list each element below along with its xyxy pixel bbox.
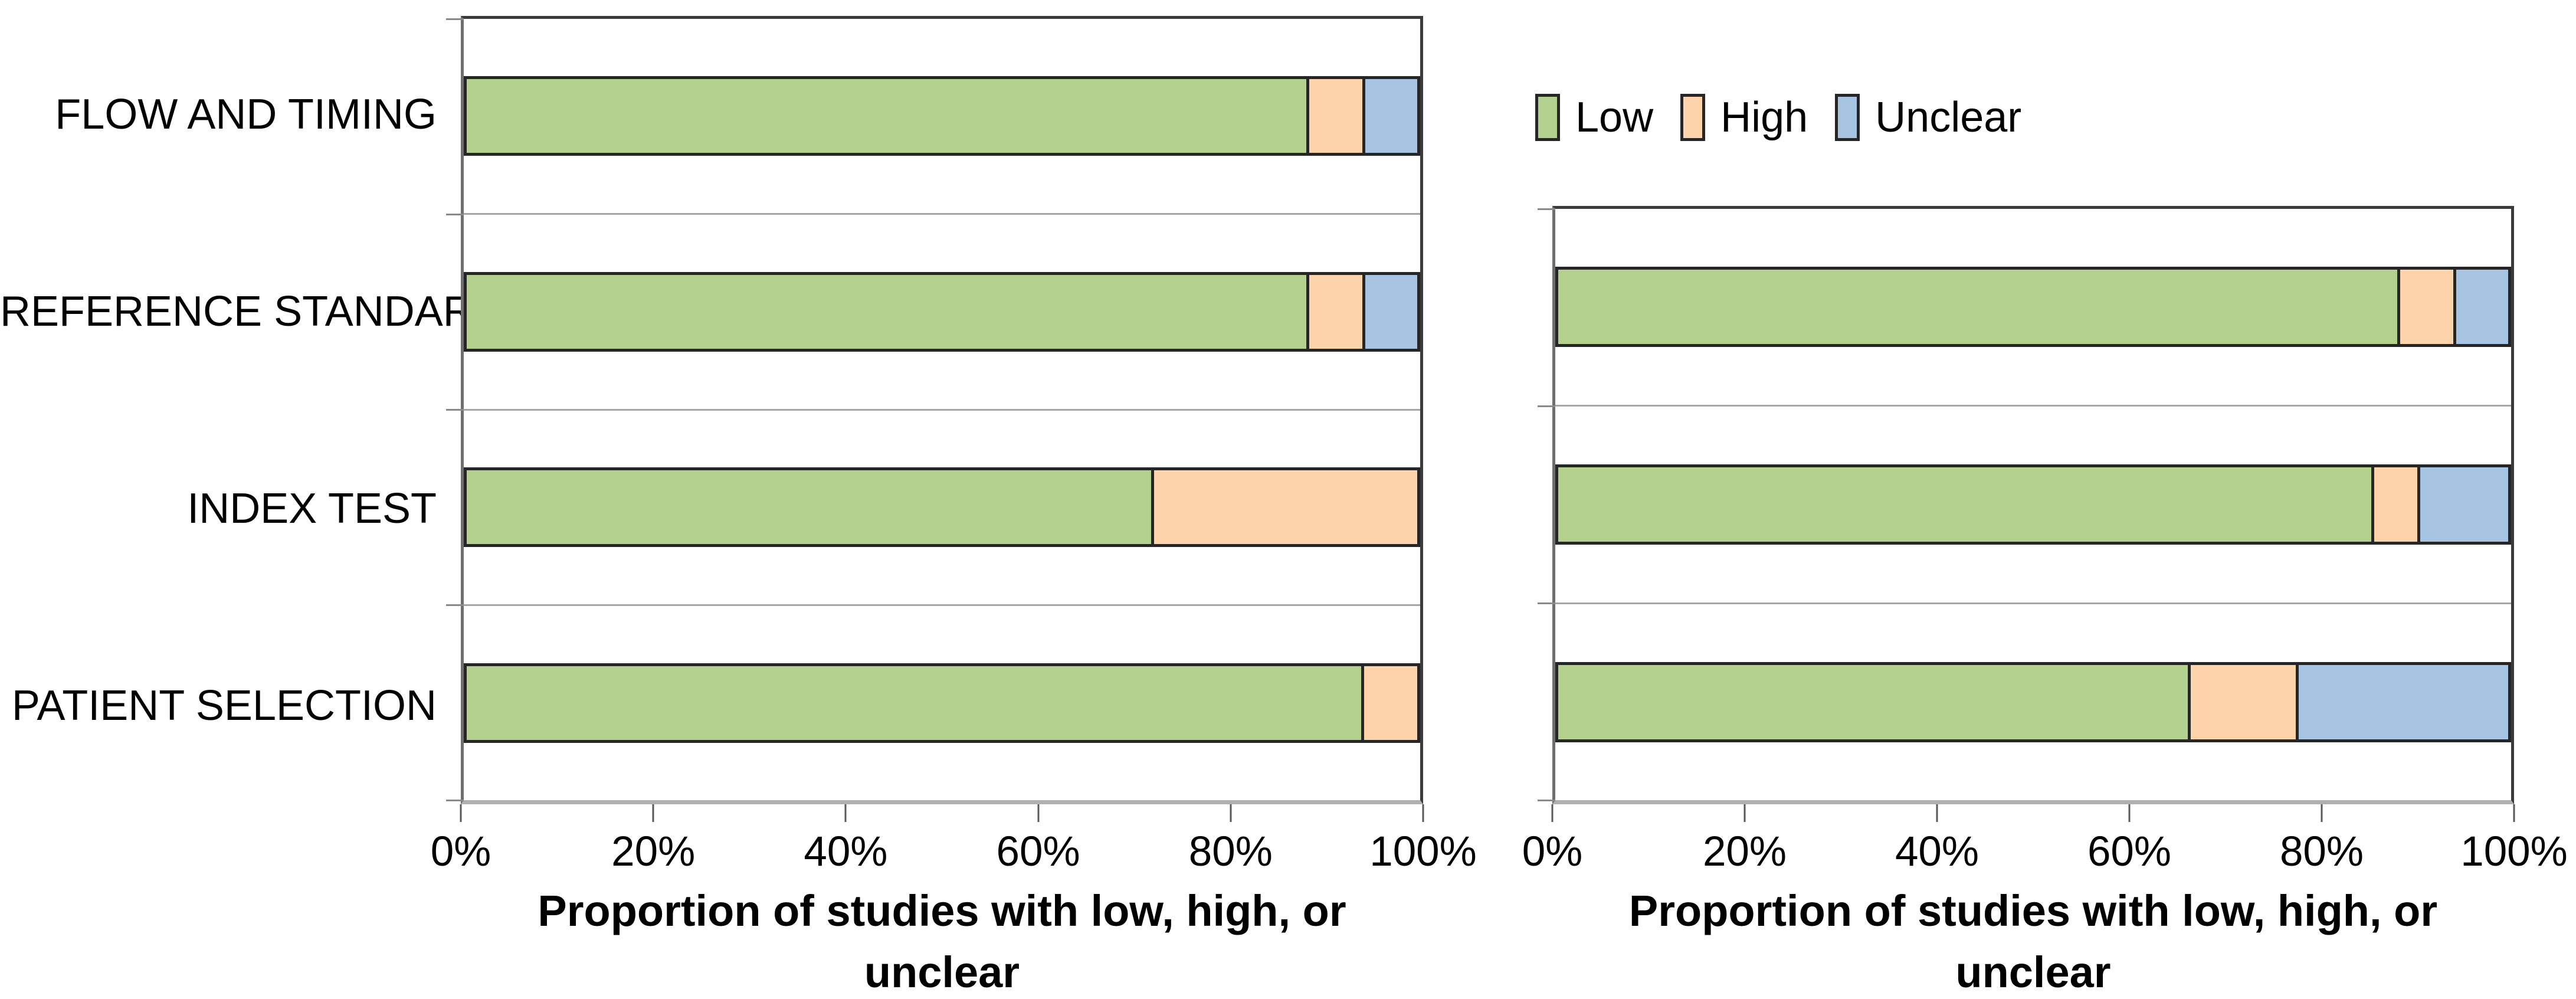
x-axis-tick — [1743, 804, 1746, 822]
axis-title-line1: Proportion of studies with low, high, or… — [1628, 886, 2438, 997]
x-tick-label: 80% — [1188, 828, 1273, 875]
stacked-bar-flow-and-timing — [464, 76, 1421, 156]
category-label-flow-and-timing: FLOW AND TIMING — [55, 91, 437, 138]
x-axis-tick — [1037, 804, 1040, 822]
bar-row — [1555, 602, 2511, 800]
category-axis-tick — [446, 604, 464, 606]
category-axis-tick — [1538, 208, 1555, 210]
axis-title-line1: Proportion of studies with low, high, or… — [538, 886, 1346, 997]
category-label-reference-standard: REFERENCE STANDARD — [0, 288, 504, 335]
bar-segment-unclear — [2295, 661, 2511, 743]
x-axis-tick — [2128, 804, 2131, 822]
x-tick-label: 20% — [1702, 828, 1787, 875]
bar-segment-unclear — [1362, 76, 1421, 156]
x-axis-risk-of-bias: 0% 20% 40% 60% 80% 100% — [431, 804, 1477, 875]
x-tick-label: 80% — [2279, 828, 2364, 875]
stacked-bar-reference-standard — [1555, 266, 2511, 348]
bar-segment-unclear — [2417, 464, 2511, 545]
legend-swatch-high — [1680, 94, 1706, 141]
x-axis-tick — [1936, 804, 1938, 822]
legend-item-unclear: Unclear — [1835, 93, 2021, 142]
x-tick-label: 40% — [1895, 828, 1979, 875]
bar-row — [464, 408, 1420, 605]
x-axis-applicability: 0% 20% 40% 60% 80% 100% — [1522, 804, 2568, 875]
x-axis-tick — [460, 804, 462, 822]
category-axis-tick — [446, 800, 464, 801]
bar-segment-low — [1555, 266, 2401, 348]
legend: Low High Unclear — [1535, 93, 2021, 142]
legend-item-low: Low — [1535, 93, 1653, 142]
category-axis-tick — [446, 18, 464, 20]
stacked-bar-index-test — [464, 467, 1420, 548]
legend-swatch-low — [1535, 94, 1560, 141]
bar-segment-low — [1555, 464, 2374, 545]
x-axis-tick — [1230, 804, 1232, 822]
bar-segment-high — [2188, 661, 2299, 743]
x-tick-label: 40% — [804, 828, 888, 875]
bar-segment-high — [1151, 467, 1420, 548]
bar-segment-low — [464, 663, 1365, 743]
category-axis-tick — [1538, 800, 1555, 801]
legend-label: High — [1720, 94, 1808, 141]
x-tick-label: 20% — [611, 828, 696, 875]
stacked-bar-reference-standard — [464, 271, 1421, 352]
bar-segment-high — [2397, 266, 2456, 348]
bar-segment-high — [2371, 464, 2421, 545]
category-axis-tick — [446, 214, 464, 215]
category-axis-tick — [1538, 602, 1555, 604]
legend-item-high: High — [1680, 93, 1808, 142]
x-tick-label: 100% — [2460, 828, 2568, 875]
x-axis-tick — [2513, 804, 2515, 822]
bar-segment-unclear — [2453, 266, 2511, 348]
bar-row — [464, 19, 1421, 213]
stacked-bar-index-test — [1555, 464, 2511, 545]
bar-segment-high — [1306, 76, 1365, 156]
category-axis-tick — [1538, 405, 1555, 407]
x-axis-tick — [1551, 804, 1554, 822]
legend-label: Unclear — [1875, 94, 2022, 141]
x-axis-tick — [1422, 804, 1424, 822]
bar-segment-low — [464, 76, 1310, 156]
plot-area-applicability — [1538, 206, 2514, 804]
stacked-bar-patient-selection — [1555, 661, 2511, 743]
bar-segment-high — [1361, 663, 1420, 743]
axis-title-risk-of-bias: Proportion of studies with low, high, or… — [461, 880, 1423, 999]
bar-segment-high — [1306, 271, 1365, 352]
bar-row — [1555, 209, 2511, 405]
category-label-patient-selection: PATIENT SELECTION — [11, 682, 437, 729]
x-tick-label: 60% — [2087, 828, 2172, 875]
axis-title-applicability: Proportion of studies with low, high, or… — [1552, 880, 2514, 999]
plot-area-risk-of-bias — [446, 16, 1423, 804]
x-axis-tick — [652, 804, 654, 822]
category-axis-tick — [446, 409, 464, 411]
x-tick-label: 100% — [1369, 828, 1477, 875]
bar-row — [464, 604, 1420, 800]
bar-row — [464, 212, 1421, 409]
x-tick-label: 0% — [1522, 828, 1583, 875]
legend-swatch-unclear — [1835, 94, 1860, 141]
category-label-index-test: INDEX TEST — [187, 485, 437, 532]
stacked-bar-patient-selection — [464, 663, 1420, 743]
bar-segment-low — [464, 467, 1154, 548]
x-tick-label: 0% — [430, 828, 491, 875]
bar-segment-unclear — [1362, 271, 1421, 352]
bar-segment-low — [464, 271, 1310, 352]
x-tick-label: 60% — [996, 828, 1080, 875]
x-axis-tick — [2321, 804, 2323, 822]
bar-segment-low — [1555, 661, 2191, 743]
x-axis-tick — [844, 804, 847, 822]
legend-label: Low — [1575, 94, 1654, 141]
bar-row — [1555, 405, 2511, 602]
